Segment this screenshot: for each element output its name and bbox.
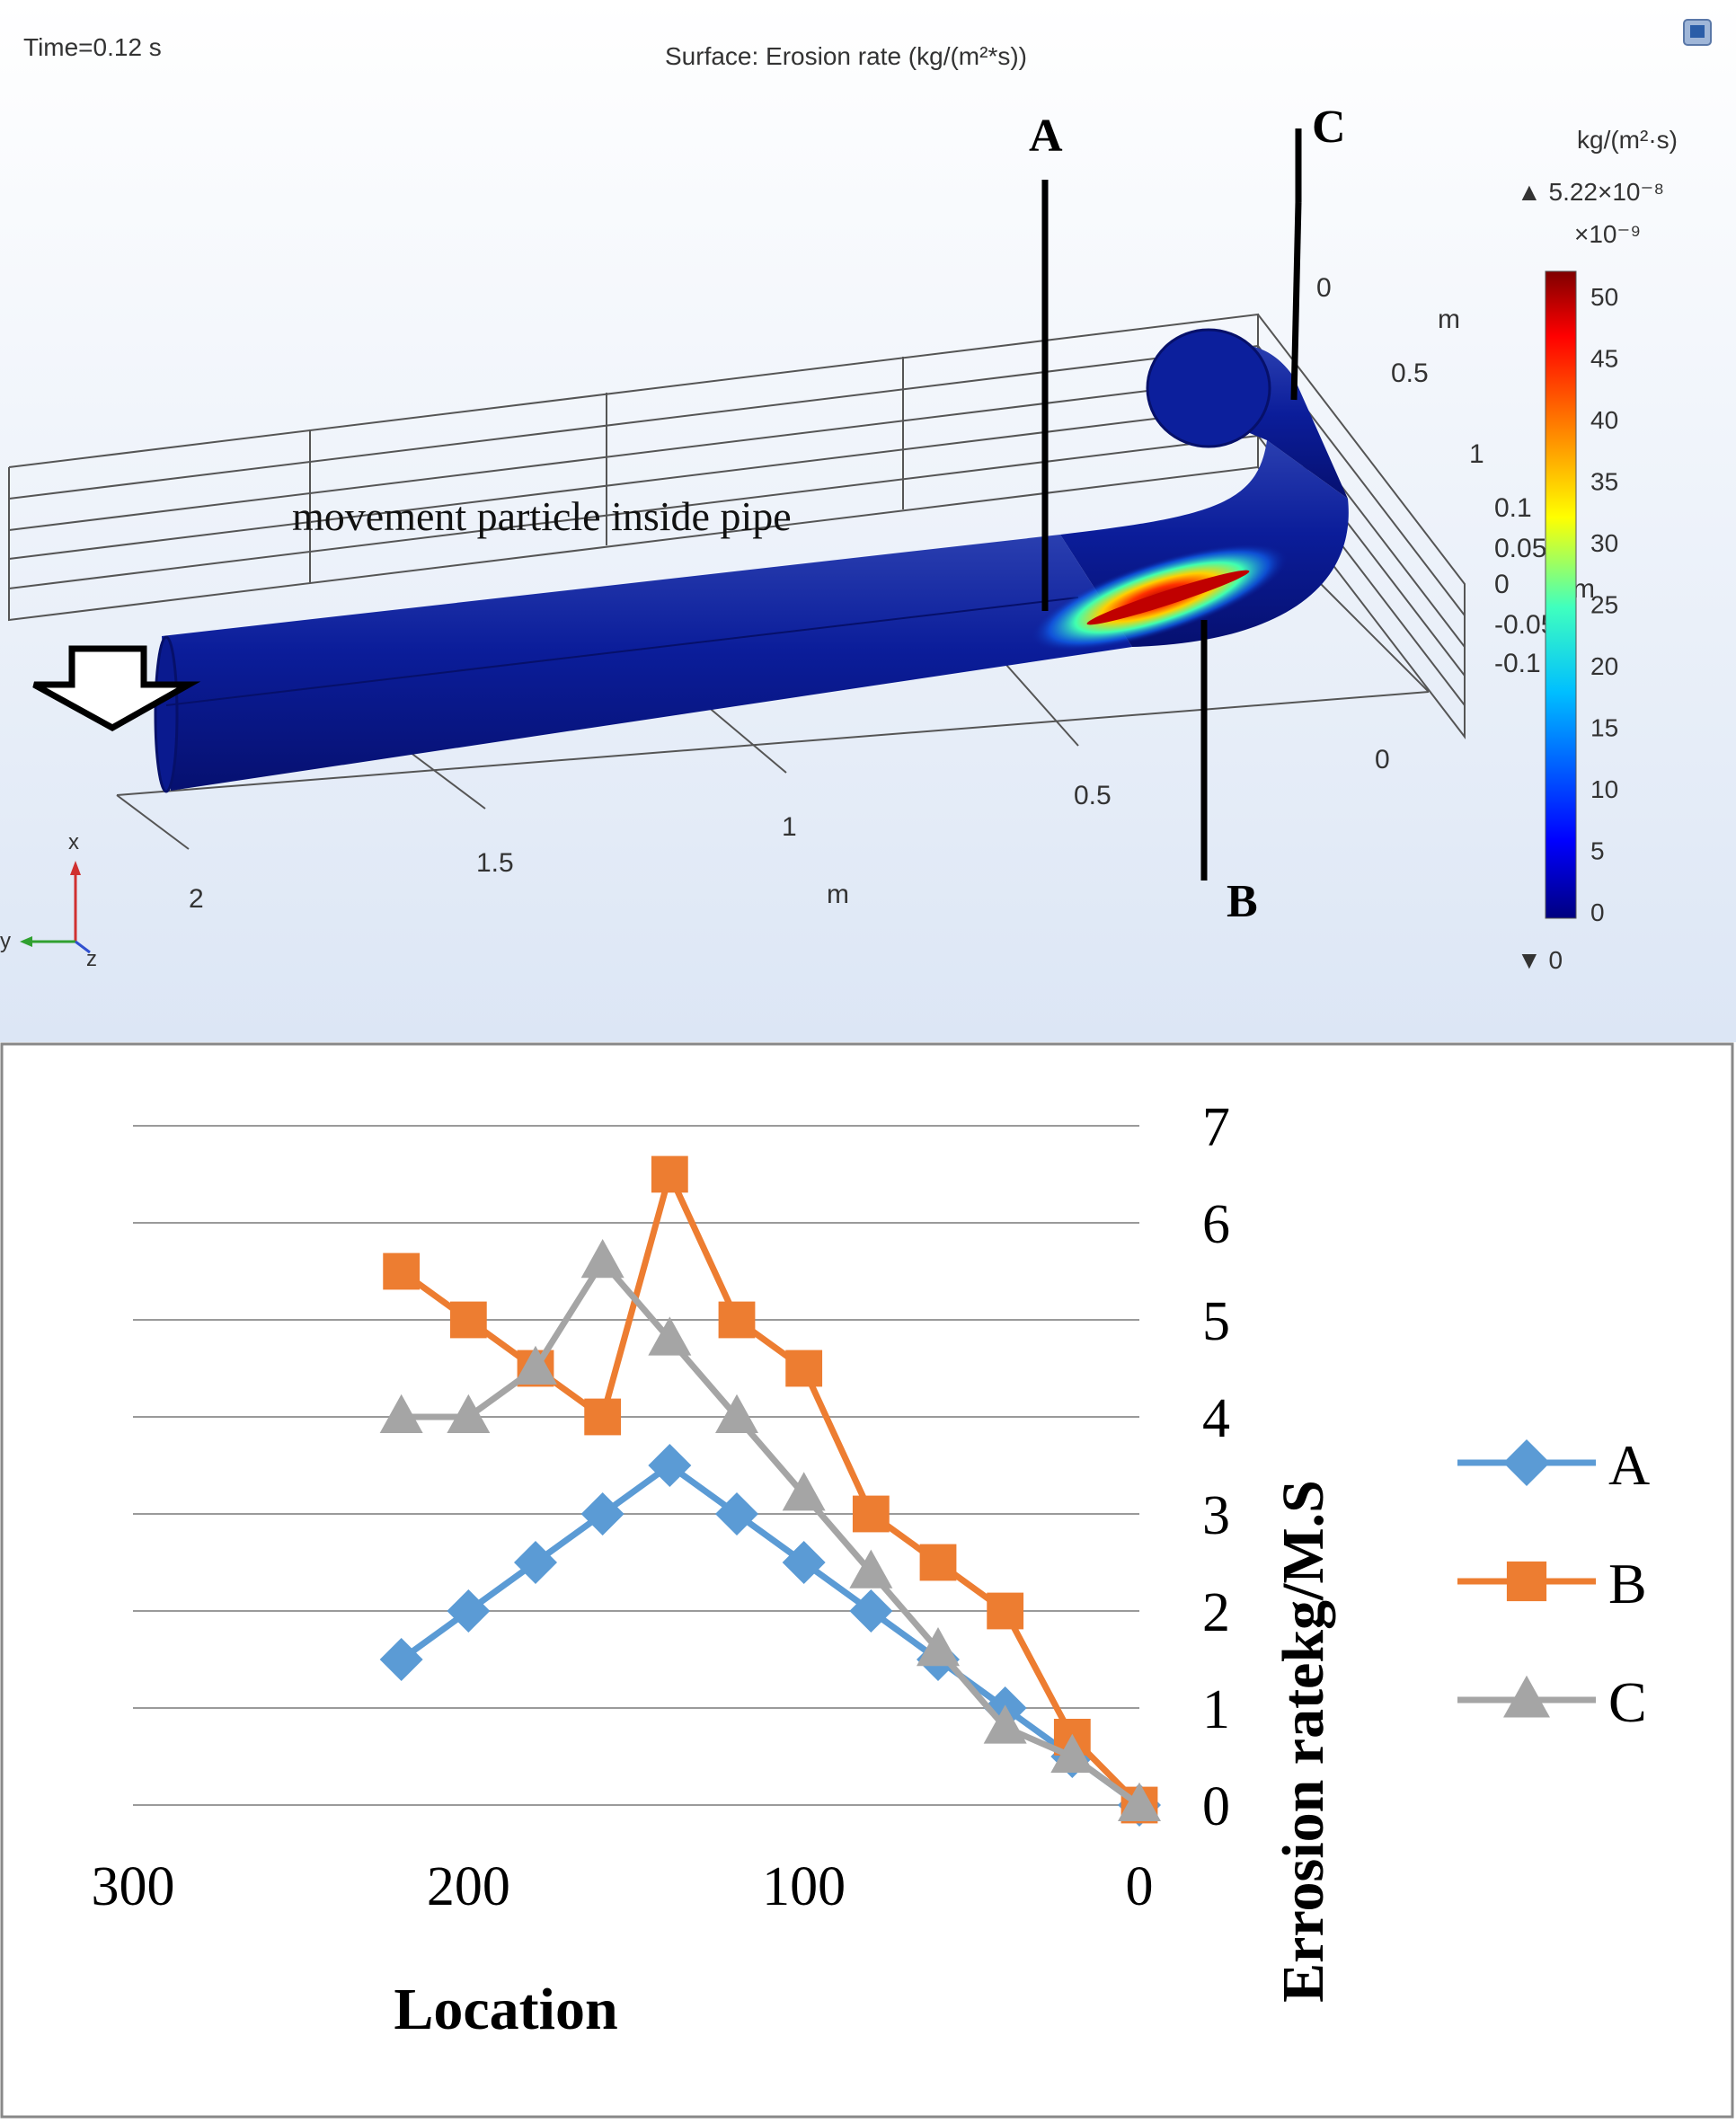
x-tick-label: 0.5 [1074,781,1112,810]
section-label-b: B [1227,876,1258,927]
y-axis-unit: m [1438,305,1460,334]
x-tick-label: 1.5 [476,848,514,878]
z-tick-label: 0.1 [1494,493,1532,523]
x-tick-label: 1 [782,812,797,842]
x-tick-label: 2 [189,884,204,914]
pipe-caption: movement particle inside pipe [292,493,792,539]
colorbar-tick-label: 30 [1590,529,1618,557]
y-tick-label: 4 [1202,1388,1230,1449]
y-tick-label: 7 [1202,1097,1230,1158]
colorbar-tick-label: 5 [1590,837,1605,865]
pipe-outlet-end [1147,330,1270,447]
x-tick-label: 100 [762,1856,846,1917]
x-tick-label: 200 [427,1856,510,1917]
z-tick-label: 0 [1494,570,1510,599]
colorbar-tick-label: 50 [1590,283,1618,311]
y-tick-label: 6 [1202,1194,1230,1255]
legend-marker [1507,1562,1546,1601]
x-axis-unit: m [827,880,849,909]
colorbar-tick-label: 20 [1590,652,1618,680]
z-tick-label: -0.1 [1494,649,1541,678]
legend-label: B [1608,1552,1647,1615]
colorbar-tick-label: 0 [1590,898,1605,926]
section-label-c: C [1312,102,1346,153]
y-axis-label: Errosion ratekg/M.S [1271,1480,1336,2003]
data-point [853,1496,890,1533]
right-zero-label: 0 [1375,745,1390,774]
section-label-a: A [1029,111,1063,162]
colorbar-unit: kg/(m²·s) [1577,126,1678,154]
y-tick-label: 0 [1202,1776,1230,1837]
colorbar-min-label: ▼ 0 [1517,946,1563,974]
x-axis-label: Location [394,1977,617,2042]
data-point [719,1302,756,1339]
y-tick-label: 0 [1316,273,1332,303]
colorbar-max-label: ▲ 5.22×10⁻⁸ [1517,178,1664,206]
y-tick-label: 5 [1202,1291,1230,1352]
data-point [651,1156,688,1193]
y-tick-label: 1 [1469,439,1484,469]
x-tick-label: 300 [92,1856,175,1917]
colorbar-tick-label: 10 [1590,775,1618,803]
colorbar-tick-label: 45 [1590,345,1618,373]
legend-label: C [1608,1670,1647,1734]
simulation-plot: Time=0.12 s Surface: Erosion rate (kg/(m… [0,0,1736,1042]
pipe-inlet-end [155,637,177,792]
simulation-panel: Time=0.12 s Surface: Erosion rate (kg/(m… [0,0,1736,1042]
data-point [920,1544,957,1581]
colorbar-tick-label: 15 [1590,714,1618,742]
surface-title: Surface: Erosion rate (kg/(m²*s)) [665,42,1027,70]
colorbar-multiplier: ×10⁻⁹ [1574,220,1641,248]
colorbar-tick-label: 40 [1590,406,1618,434]
sim-background [0,0,1736,1042]
colorbar-gradient [1546,271,1576,918]
data-point [987,1593,1023,1630]
y-tick-label: 1 [1202,1679,1230,1740]
chart-panel: 0 1 2 3 4 5 6 7 300 200 100 0 Location Errosion ra… [0,1042,1736,2120]
colorbar-tick-label: 35 [1590,468,1618,496]
window-icon[interactable] [1684,20,1711,45]
z-tick-label: 0.05 [1494,534,1546,563]
data-point [584,1399,621,1436]
triad-y-label: y [0,929,11,953]
x-tick-label: 0 [1126,1856,1154,1917]
erosion-line-chart: 0 1 2 3 4 5 6 7 300 200 100 0 Location Errosion ra… [0,1042,1736,2120]
y-tick-label: 3 [1202,1485,1230,1546]
data-point [785,1350,822,1387]
y-tick-label: 2 [1202,1582,1230,1643]
data-point [383,1253,420,1290]
time-label: Time=0.12 s [23,33,162,61]
colorbar-tick-label: 25 [1590,591,1618,619]
legend-label: A [1608,1433,1650,1497]
y-tick-label: 0.5 [1391,358,1429,388]
triad-x-label: x [68,830,79,854]
data-point [450,1302,487,1339]
triad-z-label: z [86,947,97,971]
